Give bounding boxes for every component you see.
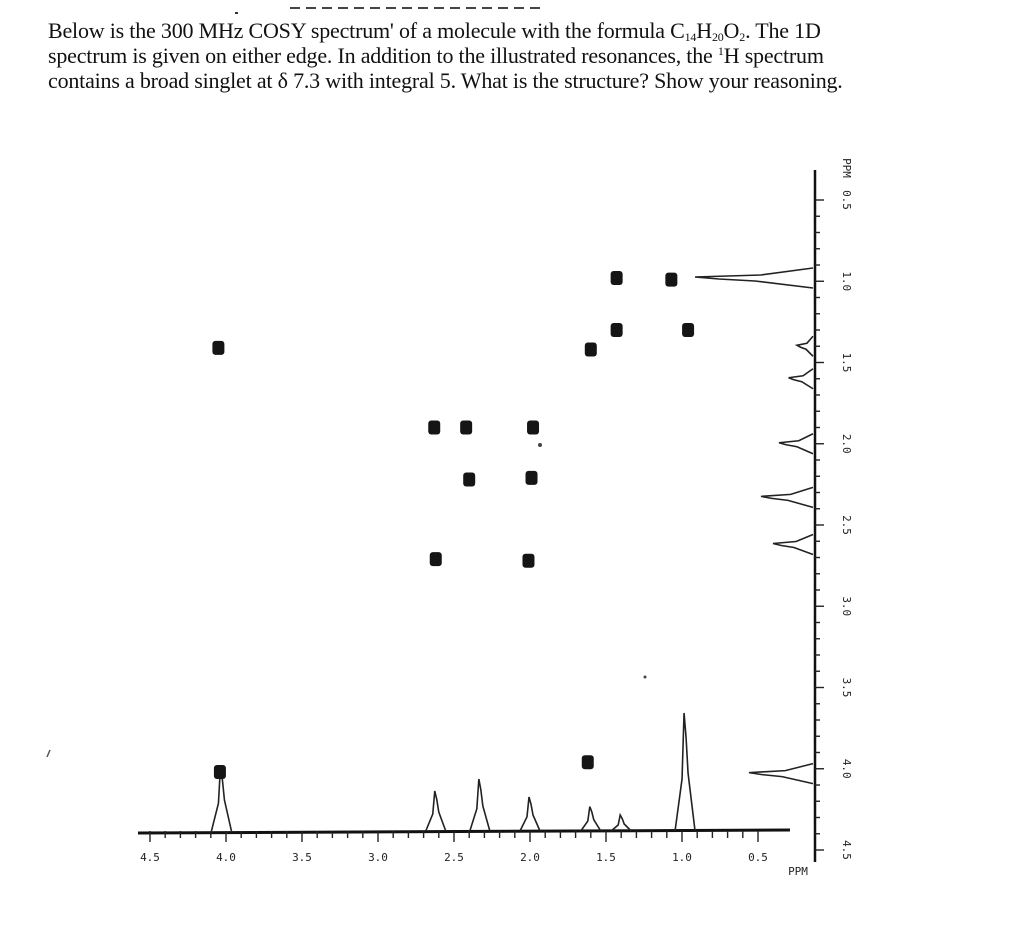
question-line-1-start: Below is the 300 MHz COSY spectrum xyxy=(48,18,390,43)
side-projection-peak-0 xyxy=(748,762,814,785)
cross-peak-5 xyxy=(463,472,476,487)
x-tick-label-3: 3.0 xyxy=(368,851,388,864)
x-tick-label-4: 2.5 xyxy=(444,851,464,864)
side-projection-peak-3 xyxy=(778,433,814,455)
formula-oxygen-count: 2 xyxy=(739,30,746,44)
cross-peak-10 xyxy=(584,342,597,357)
cross-peak-3 xyxy=(428,420,441,435)
cross-peak-11 xyxy=(610,323,623,337)
cross-peak-4 xyxy=(460,420,473,435)
side-projection-peak-5 xyxy=(794,335,814,357)
cross-peak-8 xyxy=(527,420,540,435)
x-tick-label-0: 4.5 xyxy=(140,851,160,864)
question-line-2: spectrum is given on either edge. In add… xyxy=(48,43,1008,68)
footnote-mark: ' xyxy=(389,18,394,43)
y-tick-label-6: 3.5 xyxy=(840,678,853,698)
question-line-1-end: . The 1D xyxy=(745,18,821,43)
question-text: Below is the 300 MHz COSY spectrum' of a… xyxy=(48,18,1008,93)
scan-marks xyxy=(46,7,647,758)
cross-peak-13 xyxy=(665,272,678,287)
cross-peak-7 xyxy=(525,470,538,485)
formula-oxygen: O xyxy=(723,18,740,43)
side-projection-peak-1 xyxy=(772,533,814,556)
top-projection-peak-1 xyxy=(425,790,447,832)
side-projection-peak-2 xyxy=(760,486,814,509)
top-projection-peak-5 xyxy=(610,812,632,832)
y-tick-label-8: 4.5 xyxy=(840,840,853,860)
y-tick-label-5: 3.0 xyxy=(840,596,853,616)
labels-layer: 4.5 4.0 3.5 3.0 2.5 2.0 1.5 1.0 0.5 PPM 0.5 1.0 1.5 2… xyxy=(140,158,853,878)
top-projection-peak-2 xyxy=(469,778,491,832)
x-tick-label-1: 4.0 xyxy=(216,851,236,864)
cross-peak-9 xyxy=(581,755,594,770)
y-tick-label-0: 0.5 xyxy=(840,190,853,210)
peaks-layer xyxy=(212,271,695,779)
x-tick-label-6: 1.5 xyxy=(596,851,616,864)
nucleus-mass-number: 1 xyxy=(717,44,724,58)
cross-peak-12 xyxy=(610,271,623,285)
top-projection-peak-3 xyxy=(519,796,541,832)
y-tick-label-4: 2.5 xyxy=(840,515,853,535)
cross-peak-6 xyxy=(522,553,535,568)
x-axis-unit-label: PPM xyxy=(788,865,808,878)
cross-peak-1 xyxy=(212,340,225,355)
x-tick-label-2: 3.5 xyxy=(292,851,312,864)
cross-peak-14 xyxy=(682,323,695,337)
y-tick-label-1: 1.0 xyxy=(840,271,853,291)
side-projection-peak-6 xyxy=(694,267,814,289)
formula-carbon-count: 14 xyxy=(684,30,697,44)
projection-layer xyxy=(210,267,814,832)
formula-hydrogen: H xyxy=(696,18,712,43)
top-projection-peak-6 xyxy=(674,712,696,832)
top-projection-peak-4 xyxy=(580,806,602,832)
question-line-2-end: H spectrum xyxy=(723,43,824,68)
axes-layer xyxy=(137,170,824,862)
formula-hydrogen-count: 20 xyxy=(711,30,724,44)
y-axis-unit-label: PPM xyxy=(840,158,853,178)
side-projection-peak-4 xyxy=(788,368,814,390)
x-tick-label-7: 1.0 xyxy=(672,851,692,864)
cross-peak-0 xyxy=(213,765,226,779)
x-axis-line xyxy=(137,828,791,835)
question-line-1: Below is the 300 MHz COSY spectrum' of a… xyxy=(48,18,1008,43)
cross-peak-2 xyxy=(429,552,442,567)
question-line-2-start: spectrum is given on either edge. In add… xyxy=(48,43,718,68)
y-tick-label-7: 4.0 xyxy=(840,759,853,779)
x-tick-label-5: 2.0 xyxy=(520,851,540,864)
question-line-1-middle: of a molecule with the formula C xyxy=(393,18,685,43)
x-tick-label-8: 0.5 xyxy=(748,851,768,864)
y-tick-label-3: 2.0 xyxy=(840,434,853,454)
question-line-3: contains a broad singlet at δ 7.3 with i… xyxy=(48,68,843,93)
y-tick-label-2: 1.5 xyxy=(840,353,853,373)
